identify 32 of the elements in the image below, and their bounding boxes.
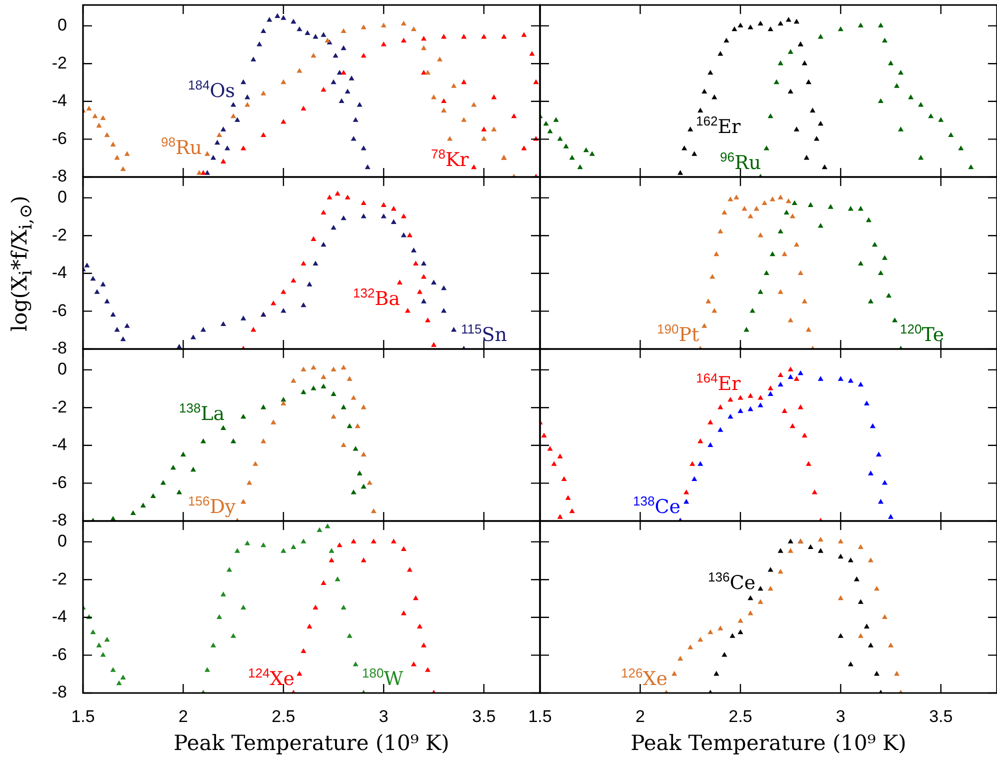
y-tick-label: -2: [52, 397, 67, 416]
y-tick-label: 0: [58, 531, 67, 550]
y-tick-label: -8: [52, 338, 67, 358]
y-tick-label: -6: [52, 128, 67, 148]
x-tick-label: 2.5: [728, 706, 752, 726]
y-tick-label: -4: [52, 435, 67, 454]
y-tick-label: -6: [52, 300, 67, 320]
y-tick-label: -4: [52, 263, 67, 282]
y-tick-label: 0: [58, 15, 67, 34]
y-tick-label: -2: [52, 225, 67, 244]
y-tick-label: -8: [52, 166, 67, 186]
y-tick-label: -4: [52, 607, 67, 626]
x-tick-label: 3: [836, 706, 846, 726]
y-tick-label: -2: [52, 569, 67, 588]
y-tick-label: -6: [52, 644, 67, 664]
x-tick-label: 3.5: [929, 706, 953, 726]
x-tick-label: 1.5: [528, 706, 552, 726]
x-axis-title: Peak Temperature (10⁹ K): [630, 730, 906, 755]
x-tick-label: 1.5: [71, 706, 95, 726]
y-tick-label: 0: [58, 359, 67, 378]
y-tick-label: -8: [52, 510, 67, 530]
x-tick-label: 2: [178, 706, 188, 726]
x-axis-title: Peak Temperature (10⁹ K): [174, 730, 450, 755]
x-tick-label: 2.5: [272, 706, 296, 726]
y-tick-label: 0: [58, 187, 67, 206]
x-tick-label: 3.5: [472, 706, 496, 726]
x-tick-label: 2: [635, 706, 645, 726]
y-tick-label: -4: [52, 91, 67, 110]
y-tick-label: -8: [52, 682, 67, 702]
y-tick-label: -6: [52, 472, 67, 492]
y-tick-label: -2: [52, 53, 67, 72]
x-tick-label: 3: [378, 706, 388, 726]
